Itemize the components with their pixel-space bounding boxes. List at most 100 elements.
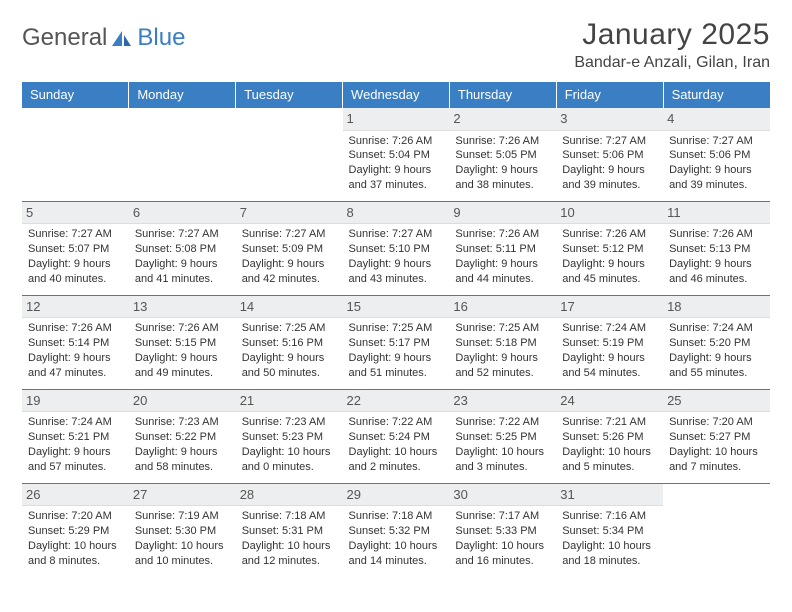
daylight-text-2: and 38 minutes. bbox=[455, 178, 550, 193]
week-row: 19Sunrise: 7:24 AMSunset: 5:21 PMDayligh… bbox=[22, 389, 770, 483]
location: Bandar-e Anzali, Gilan, Iran bbox=[574, 54, 770, 72]
day-cell: 15Sunrise: 7:25 AMSunset: 5:17 PMDayligh… bbox=[343, 295, 450, 389]
daylight-text: Daylight: 9 hours bbox=[349, 163, 444, 178]
sunset-text: Sunset: 5:24 PM bbox=[349, 430, 444, 445]
day-number: 7 bbox=[236, 202, 343, 225]
day-cell: 2Sunrise: 7:26 AMSunset: 5:05 PMDaylight… bbox=[449, 108, 556, 202]
day-cell: 9Sunrise: 7:26 AMSunset: 5:11 PMDaylight… bbox=[449, 201, 556, 295]
daylight-text-2: and 18 minutes. bbox=[562, 554, 657, 569]
day-number: 25 bbox=[663, 390, 770, 413]
daylight-text: Daylight: 10 hours bbox=[562, 445, 657, 460]
sunset-text: Sunset: 5:08 PM bbox=[135, 242, 230, 257]
daylight-text-2: and 12 minutes. bbox=[242, 554, 337, 569]
daylight-text-2: and 2 minutes. bbox=[349, 460, 444, 475]
daylight-text: Daylight: 9 hours bbox=[455, 257, 550, 272]
week-row: 5Sunrise: 7:27 AMSunset: 5:07 PMDaylight… bbox=[22, 201, 770, 295]
day-number: 24 bbox=[556, 390, 663, 413]
sunset-text: Sunset: 5:20 PM bbox=[669, 336, 764, 351]
sunset-text: Sunset: 5:11 PM bbox=[455, 242, 550, 257]
weekday-header: Thursday bbox=[449, 82, 556, 108]
daylight-text: Daylight: 9 hours bbox=[455, 351, 550, 366]
daylight-text-2: and 54 minutes. bbox=[562, 366, 657, 381]
day-number: 9 bbox=[449, 202, 556, 225]
sunrise-text: Sunrise: 7:22 AM bbox=[455, 415, 550, 430]
sunset-text: Sunset: 5:32 PM bbox=[349, 524, 444, 539]
day-cell: 1Sunrise: 7:26 AMSunset: 5:04 PMDaylight… bbox=[343, 108, 450, 202]
day-cell: 28Sunrise: 7:18 AMSunset: 5:31 PMDayligh… bbox=[236, 483, 343, 576]
daylight-text: Daylight: 10 hours bbox=[455, 539, 550, 554]
logo-text-2: Blue bbox=[137, 24, 185, 52]
sunrise-text: Sunrise: 7:26 AM bbox=[562, 227, 657, 242]
daylight-text: Daylight: 9 hours bbox=[562, 163, 657, 178]
daylight-text: Daylight: 10 hours bbox=[28, 539, 123, 554]
daylight-text-2: and 0 minutes. bbox=[242, 460, 337, 475]
day-number: 19 bbox=[22, 390, 129, 413]
day-cell: 22Sunrise: 7:22 AMSunset: 5:24 PMDayligh… bbox=[343, 389, 450, 483]
sunset-text: Sunset: 5:09 PM bbox=[242, 242, 337, 257]
sunset-text: Sunset: 5:17 PM bbox=[349, 336, 444, 351]
day-cell: 16Sunrise: 7:25 AMSunset: 5:18 PMDayligh… bbox=[449, 295, 556, 389]
day-cell: 25Sunrise: 7:20 AMSunset: 5:27 PMDayligh… bbox=[663, 389, 770, 483]
day-cell: 24 Sunrise: 7:21 AMSunset: 5:26 PMDayligh… bbox=[556, 389, 663, 483]
daylight-text: Daylight: 9 hours bbox=[28, 351, 123, 366]
sunrise-text: Sunrise: 7:16 AM bbox=[562, 509, 657, 524]
daylight-text: Daylight: 10 hours bbox=[562, 539, 657, 554]
calendar-body: 1Sunrise: 7:26 AMSunset: 5:04 PMDaylight… bbox=[22, 108, 770, 577]
weekday-header: Saturday bbox=[663, 82, 770, 108]
sunset-text: Sunset: 5:23 PM bbox=[242, 430, 337, 445]
day-cell: 26Sunrise: 7:20 AMSunset: 5:29 PMDayligh… bbox=[22, 483, 129, 576]
daylight-text-2: and 43 minutes. bbox=[349, 272, 444, 287]
daylight-text: Daylight: 9 hours bbox=[669, 257, 764, 272]
sunset-text: Sunset: 5:21 PM bbox=[28, 430, 123, 445]
daylight-text: Daylight: 10 hours bbox=[242, 445, 337, 460]
logo: General Blue bbox=[22, 24, 185, 52]
daylight-text-2: and 57 minutes. bbox=[28, 460, 123, 475]
daylight-text-2: and 51 minutes. bbox=[349, 366, 444, 381]
day-number: 22 bbox=[343, 390, 450, 413]
week-row: 1Sunrise: 7:26 AMSunset: 5:04 PMDaylight… bbox=[22, 108, 770, 202]
day-cell: 7Sunrise: 7:27 AMSunset: 5:09 PMDaylight… bbox=[236, 201, 343, 295]
sunset-text: Sunset: 5:18 PM bbox=[455, 336, 550, 351]
header: General Blue January 2025 Bandar-e Anzal… bbox=[22, 18, 770, 72]
daylight-text: Daylight: 9 hours bbox=[455, 163, 550, 178]
day-number: 3 bbox=[556, 108, 663, 131]
daylight-text: Daylight: 9 hours bbox=[135, 351, 230, 366]
sunset-text: Sunset: 5:26 PM bbox=[562, 430, 657, 445]
daylight-text: Daylight: 10 hours bbox=[669, 445, 764, 460]
sunrise-text: Sunrise: 7:27 AM bbox=[562, 134, 657, 149]
day-cell: 8Sunrise: 7:27 AMSunset: 5:10 PMDaylight… bbox=[343, 201, 450, 295]
daylight-text-2: and 47 minutes. bbox=[28, 366, 123, 381]
daylight-text-2: and 39 minutes. bbox=[562, 178, 657, 193]
daylight-text-2: and 45 minutes. bbox=[562, 272, 657, 287]
sunset-text: Sunset: 5:16 PM bbox=[242, 336, 337, 351]
day-cell bbox=[22, 108, 129, 202]
day-cell: 17Sunrise: 7:24 AMSunset: 5:19 PMDayligh… bbox=[556, 295, 663, 389]
sunrise-text: Sunrise: 7:21 AM bbox=[562, 415, 657, 430]
day-cell: 10Sunrise: 7:26 AMSunset: 5:12 PMDayligh… bbox=[556, 201, 663, 295]
day-cell: 11Sunrise: 7:26 AMSunset: 5:13 PMDayligh… bbox=[663, 201, 770, 295]
day-number: 29 bbox=[343, 484, 450, 507]
sunrise-text: Sunrise: 7:27 AM bbox=[669, 134, 764, 149]
sunset-text: Sunset: 5:05 PM bbox=[455, 148, 550, 163]
day-number: 15 bbox=[343, 296, 450, 319]
daylight-text: Daylight: 9 hours bbox=[562, 351, 657, 366]
sunrise-text: Sunrise: 7:25 AM bbox=[455, 321, 550, 336]
sunrise-text: Sunrise: 7:27 AM bbox=[349, 227, 444, 242]
daylight-text-2: and 44 minutes. bbox=[455, 272, 550, 287]
day-number: 1 bbox=[343, 108, 450, 131]
daylight-text: Daylight: 9 hours bbox=[242, 257, 337, 272]
daylight-text: Daylight: 9 hours bbox=[28, 445, 123, 460]
sunset-text: Sunset: 5:25 PM bbox=[455, 430, 550, 445]
logo-text-1: General bbox=[22, 24, 107, 52]
daylight-text-2: and 16 minutes. bbox=[455, 554, 550, 569]
day-number: 8 bbox=[343, 202, 450, 225]
weekday-header: Tuesday bbox=[236, 82, 343, 108]
sunrise-text: Sunrise: 7:23 AM bbox=[242, 415, 337, 430]
day-cell: 19Sunrise: 7:24 AMSunset: 5:21 PMDayligh… bbox=[22, 389, 129, 483]
sunrise-text: Sunrise: 7:26 AM bbox=[669, 227, 764, 242]
day-cell: 3Sunrise: 7:27 AMSunset: 5:06 PMDaylight… bbox=[556, 108, 663, 202]
day-cell: 18Sunrise: 7:24 AMSunset: 5:20 PMDayligh… bbox=[663, 295, 770, 389]
day-cell: 29Sunrise: 7:18 AMSunset: 5:32 PMDayligh… bbox=[343, 483, 450, 576]
daylight-text-2: and 37 minutes. bbox=[349, 178, 444, 193]
daylight-text: Daylight: 9 hours bbox=[562, 257, 657, 272]
